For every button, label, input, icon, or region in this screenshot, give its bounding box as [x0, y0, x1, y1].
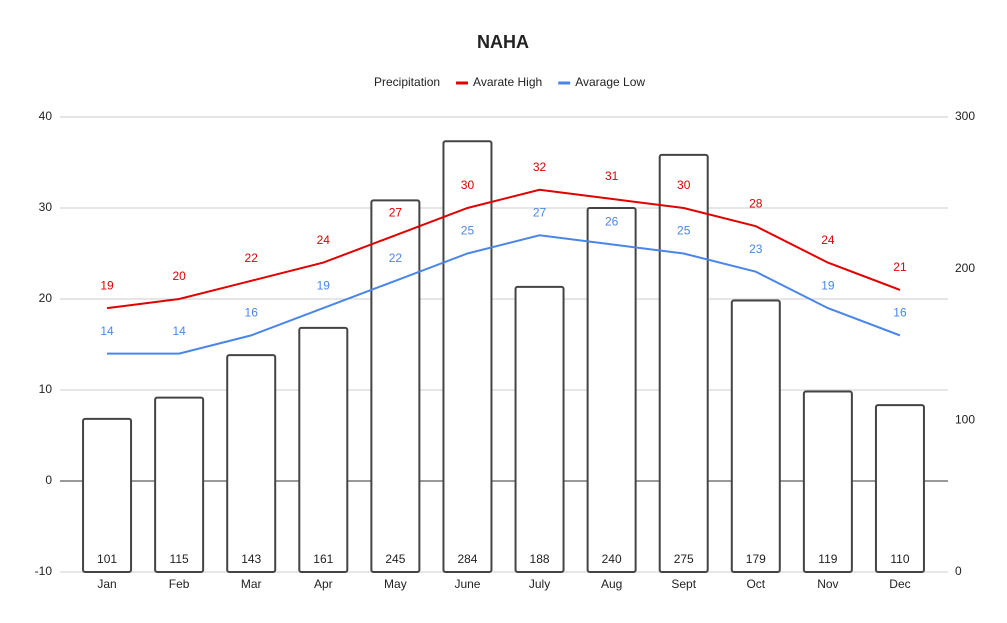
bar-value-label: 179	[746, 552, 766, 566]
bar	[442, 140, 493, 573]
legend-label: Avarate High	[473, 75, 542, 89]
y2-tick-label: 200	[955, 261, 975, 275]
line-value-label: 20	[172, 269, 186, 283]
line-value-label: 30	[461, 178, 475, 192]
bar-value-label: 101	[97, 552, 117, 566]
x-tick-label: July	[529, 577, 550, 591]
line-value-label: 26	[605, 215, 619, 229]
bar-value-label: 284	[457, 552, 477, 566]
y-tick-label: 20	[39, 291, 53, 305]
line-value-label: 24	[317, 233, 331, 247]
x-tick-label: Jan	[97, 577, 116, 591]
line-value-label: 32	[533, 160, 547, 174]
x-tick-label: Nov	[817, 577, 838, 591]
x-tick-label: June	[454, 577, 480, 591]
bar	[730, 299, 781, 573]
x-tick-label: Dec	[889, 577, 910, 591]
x-tick-label: Mar	[241, 577, 262, 591]
y2-tick-label: 0	[955, 564, 962, 578]
line-value-label: 21	[893, 260, 907, 274]
bar	[82, 417, 133, 574]
y-tick-label: 30	[39, 200, 53, 214]
y-tick-label: 10	[39, 382, 53, 396]
bar	[154, 396, 205, 574]
x-tick-label: Feb	[169, 577, 190, 591]
line-value-label: 25	[677, 224, 691, 238]
bar-value-label: 240	[602, 552, 622, 566]
y-tick-label: -10	[35, 564, 53, 578]
bar	[874, 404, 925, 573]
bar-value-label: 188	[530, 552, 550, 566]
line-value-label: 16	[245, 306, 259, 320]
line-value-label: 16	[893, 306, 907, 320]
x-tick-label: Apr	[314, 577, 333, 591]
bar-value-label: 110	[890, 552, 909, 566]
bar	[658, 153, 709, 574]
x-tick-label: Sept	[671, 577, 696, 591]
bar-value-label: 119	[818, 552, 837, 566]
line-value-label: 27	[389, 205, 403, 219]
line-value-label: 25	[461, 224, 475, 238]
line-value-label: 22	[245, 251, 259, 265]
line-value-label: 30	[677, 178, 691, 192]
line-value-label: 31	[605, 169, 619, 183]
line-value-label: 28	[749, 196, 763, 210]
line-value-label: 14	[172, 324, 186, 338]
chart-title: NAHA	[477, 32, 529, 52]
y2-tick-label: 100	[955, 413, 975, 427]
bar-value-label: 143	[241, 552, 261, 566]
y-tick-label: 0	[45, 473, 52, 487]
x-tick-label: Aug	[601, 577, 622, 591]
line	[107, 234, 901, 355]
bar	[802, 390, 853, 573]
bar-value-label: 161	[313, 552, 333, 566]
line-value-label: 14	[100, 324, 114, 338]
line	[106, 188, 901, 310]
line-value-label: 19	[100, 278, 114, 292]
bar-value-label: 245	[385, 552, 405, 566]
line-value-label: 19	[821, 278, 835, 292]
x-tick-label: Oct	[746, 577, 765, 591]
line-value-label: 24	[821, 233, 835, 247]
line-value-label: 23	[749, 242, 763, 256]
bar	[226, 354, 277, 573]
bar	[586, 207, 637, 573]
line-value-label: 27	[533, 205, 547, 219]
legend-label: Avarage Low	[575, 75, 645, 89]
line-value-label: 22	[389, 251, 403, 265]
y2-tick-label: 300	[955, 109, 975, 123]
bar-value-label: 275	[674, 552, 694, 566]
line-value-label: 19	[317, 278, 331, 292]
bar-value-label: 115	[170, 552, 189, 566]
y-tick-label: 40	[39, 109, 53, 123]
bar	[514, 285, 565, 573]
bar	[298, 326, 349, 574]
x-tick-label: May	[384, 577, 407, 591]
bar	[370, 199, 421, 574]
legend-label: Precipitation	[374, 75, 440, 89]
